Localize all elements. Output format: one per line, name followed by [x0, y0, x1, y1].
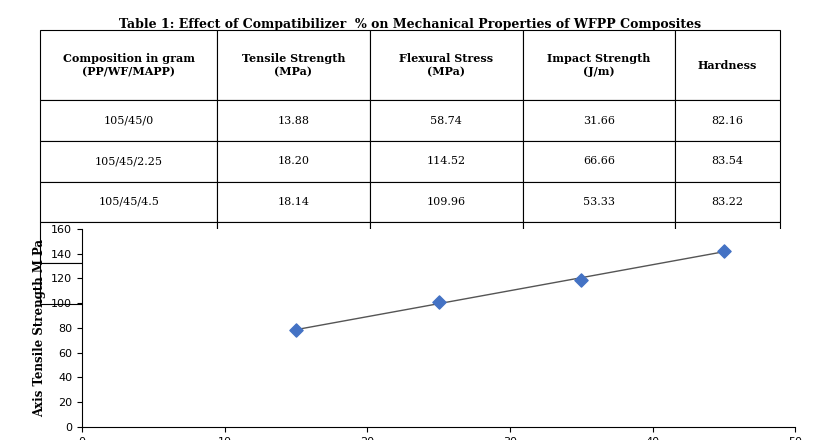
Point — [574, 276, 587, 283]
Text: Table 1: Effect of Compatibilizer  % on Mechanical Properties of WFPP Composites: Table 1: Effect of Compatibilizer % on M… — [119, 18, 700, 31]
Point — [289, 327, 302, 334]
Point — [432, 298, 445, 305]
Point — [717, 248, 730, 255]
Y-axis label: Axis Tensile Strength M Pa: Axis Tensile Strength M Pa — [33, 239, 46, 417]
